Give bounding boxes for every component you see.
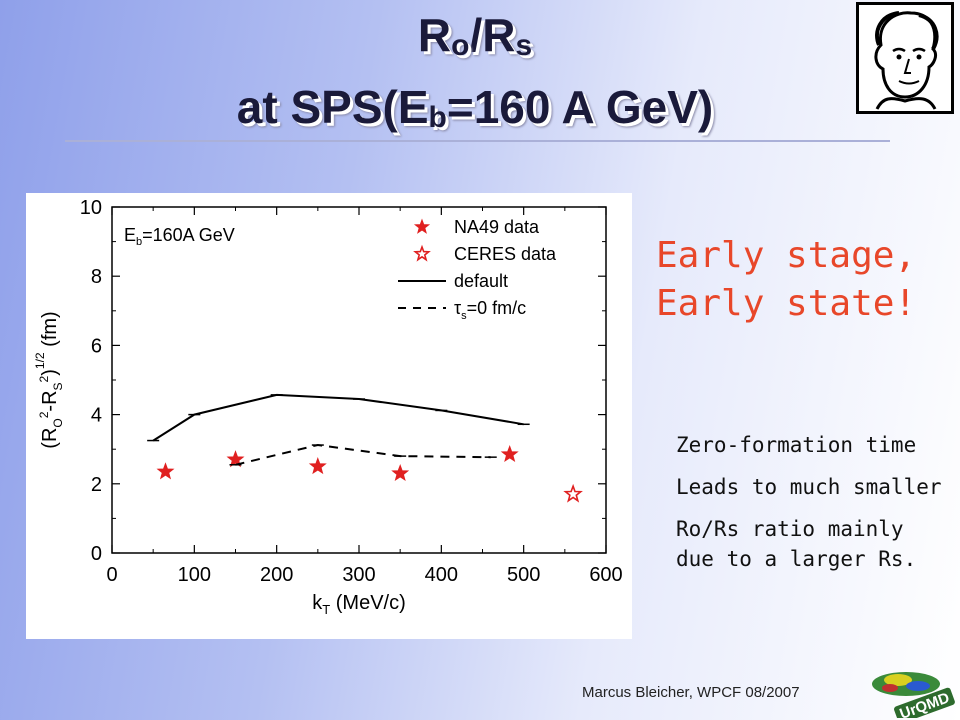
- urqmd-logo-icon: UrQMD: [872, 672, 955, 718]
- bullet-item: Ro/Rs ratio mainly due to a larger Rs.: [676, 517, 917, 571]
- y-tick-label: 10: [80, 197, 102, 219]
- legend-entry: default: [398, 271, 508, 291]
- legend-entry: CERES data: [413, 244, 557, 264]
- portrait-logo-icon: [856, 2, 954, 114]
- legend-entry: τs=0 fm/c: [398, 298, 526, 322]
- x-tick-label: 600: [589, 564, 622, 586]
- y-axis-label: (RO2-RS2)1/2 (fm): [33, 311, 65, 448]
- series-line: [152, 393, 524, 442]
- chart-panel: 0 100 200 300 400 500 600 0 2 4 6 8 10 kT (MeV/c) (RO2…: [26, 193, 632, 639]
- slide-subtitle: at SPS(Eb=160 A GeV): [236, 81, 714, 134]
- title-divider: [65, 140, 890, 142]
- series-filled-star: [156, 444, 519, 482]
- x-axis-label: kT (MeV/c): [312, 592, 406, 617]
- x-tick-label: 0: [106, 564, 117, 586]
- bullet-item: Zero-formation time: [676, 433, 917, 457]
- legend-label: τs=0 fm/c: [454, 298, 526, 322]
- headline-line-1: Early stage,: [656, 235, 917, 276]
- y-tick-label: 6: [91, 335, 102, 357]
- legend-label: CERES data: [454, 244, 557, 264]
- y-tick-label: 4: [91, 405, 102, 427]
- bullet-list: Zero-formation time Leads to much smalle…: [676, 430, 946, 586]
- y-tick-label: 0: [91, 543, 102, 565]
- legend-label: NA49 data: [454, 217, 540, 237]
- series-solid: [147, 393, 530, 442]
- ro-rs-chart: 0 100 200 300 400 500 600 0 2 4 6 8 10 kT (MeV/c) (RO2…: [33, 197, 623, 617]
- data-point-star: [563, 483, 583, 503]
- y-tick-label: 8: [91, 266, 102, 288]
- y-tick-label: 2: [91, 474, 102, 496]
- bullet-item: Leads to much smaller: [676, 475, 942, 499]
- legend-label: default: [454, 271, 508, 291]
- x-tick-label: 200: [260, 564, 293, 586]
- legend-marker: [413, 244, 431, 262]
- slide-title: Ro/Rs: [417, 9, 533, 62]
- series-open-star: [563, 483, 583, 503]
- data-point-star: [308, 457, 327, 475]
- x-tick-label: 100: [178, 564, 211, 586]
- footer-credit: Marcus Bleicher, WPCF 08/2007: [582, 684, 800, 701]
- legend-entry: NA49 data: [413, 217, 540, 237]
- headline: Early stage, Early state!: [656, 232, 916, 328]
- series-dashed: [229, 443, 497, 466]
- x-tick-label: 300: [342, 564, 375, 586]
- legend-marker: [413, 218, 431, 234]
- data-point-star: [226, 450, 245, 468]
- energy-annotation: Eb=160A GeV: [124, 225, 235, 248]
- data-point-star: [500, 444, 519, 463]
- data-point-star: [391, 463, 410, 482]
- x-tick-label: 400: [425, 564, 458, 586]
- series-line: [235, 443, 491, 466]
- data-point-star: [156, 462, 175, 480]
- x-tick-label: 500: [507, 564, 540, 586]
- headline-line-2: Early state!: [656, 283, 917, 324]
